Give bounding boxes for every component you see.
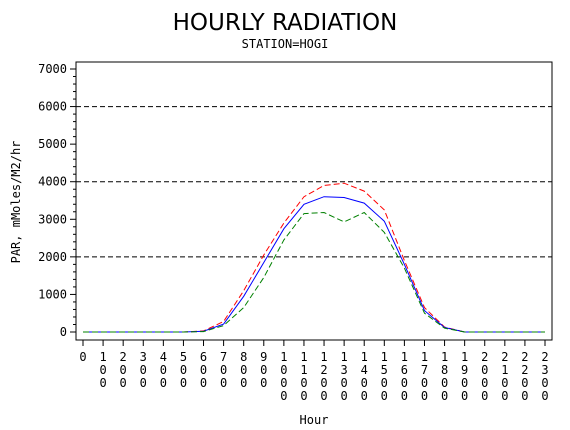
y-tick-label: 2000 <box>38 250 67 264</box>
x-axis-label: Hour <box>300 413 329 427</box>
series-group <box>83 182 545 333</box>
chart-subtitle: STATION=HOGI <box>242 37 329 51</box>
x-tick-label: 0 <box>79 350 86 364</box>
y-tick-label: 4000 <box>38 175 67 189</box>
y-tick-label: 1000 <box>38 287 67 301</box>
reference-lines <box>76 106 552 258</box>
y-axis: 0 1000 2000 3000 4000 5000 6000 7000 <box>38 62 76 339</box>
y-tick-label: 5000 <box>38 137 67 151</box>
plot-frame <box>75 61 553 341</box>
x-axis: 0 1 0 0 2 0 0 3 0 0 4 0 0 5 0 0 6 0 0 7 0 0 8 0 0 9 0 0 1 0 0 0 1 1 0 0 1 2 0 0… <box>79 340 549 403</box>
y-axis-label: PAR, mMoles/M2/hr <box>9 141 23 264</box>
y-tick-label: 6000 <box>38 100 67 114</box>
chart-title: HOURLY RADIATION <box>173 10 398 36</box>
y-tick-label: 0 <box>60 325 67 339</box>
series-line-1 <box>83 182 545 333</box>
series-line-2 <box>83 196 545 333</box>
series-line-3 <box>83 211 545 333</box>
y-tick-label: 3000 <box>38 212 67 226</box>
y-tick-label: 7000 <box>38 62 67 76</box>
